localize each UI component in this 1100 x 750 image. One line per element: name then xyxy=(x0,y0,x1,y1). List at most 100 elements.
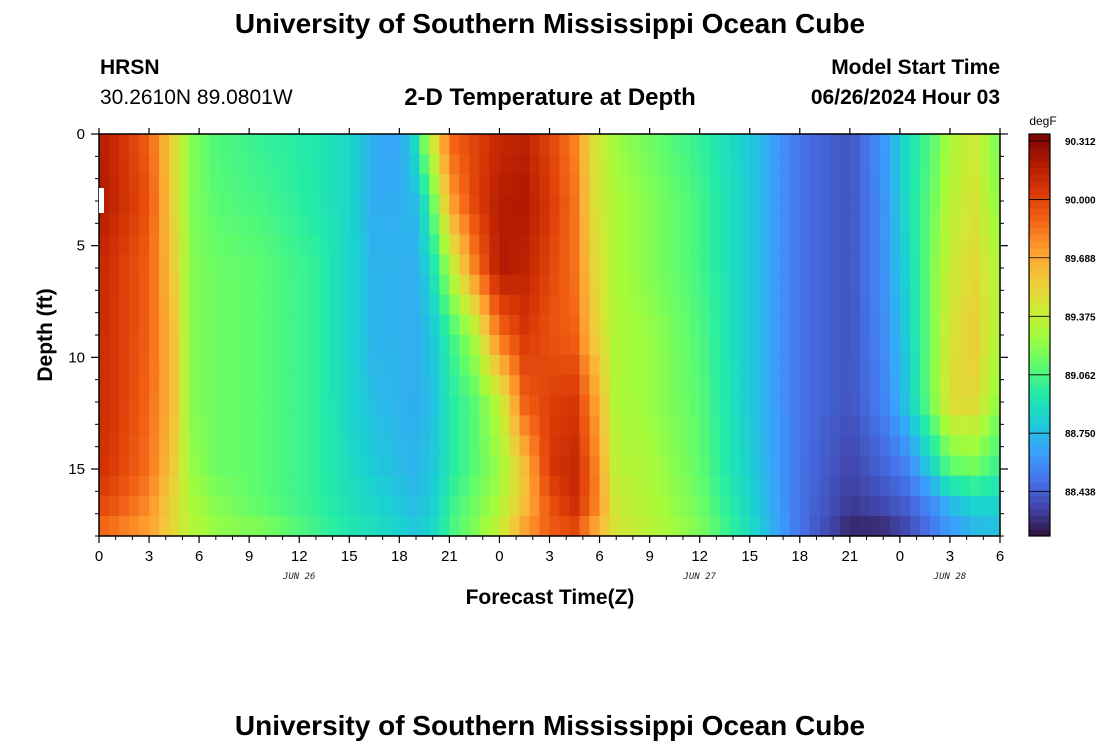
heatmap-cell xyxy=(729,234,741,256)
station-code: HRSN xyxy=(100,56,160,79)
heatmap-cell xyxy=(299,194,310,215)
heatmap-cell xyxy=(189,294,200,316)
heatmap-cell xyxy=(339,214,350,236)
heatmap-cell xyxy=(779,154,791,175)
heatmap-cell xyxy=(639,335,651,356)
heatmap-cell xyxy=(369,435,380,457)
heatmap-cell xyxy=(279,375,290,396)
heatmap-cell xyxy=(689,455,701,477)
heatmap-cell xyxy=(469,174,481,195)
heatmap-cell xyxy=(229,355,240,376)
heatmap-cell xyxy=(909,435,921,457)
heatmap-cell xyxy=(989,395,1000,416)
heatmap-cell xyxy=(289,214,300,236)
heatmap-cell xyxy=(329,234,340,256)
heatmap-cell xyxy=(419,254,430,276)
heatmap-cell xyxy=(219,475,230,497)
heatmap-cell xyxy=(869,314,881,336)
heatmap-cell xyxy=(629,335,641,356)
heatmap-cell xyxy=(479,214,491,236)
heatmap-cell xyxy=(149,214,160,236)
heatmap-cell xyxy=(679,194,691,215)
heatmap-cell xyxy=(419,294,430,316)
heatmap-cell xyxy=(559,254,571,276)
heatmap-cell xyxy=(439,214,450,236)
heatmap-cell xyxy=(319,435,330,457)
heatmap-cell xyxy=(759,254,771,276)
colorbar-segment xyxy=(1029,140,1050,148)
colorbar-segment xyxy=(1029,254,1050,262)
heatmap-cell xyxy=(379,375,390,396)
heatmap-cell xyxy=(109,515,120,536)
heatmap-cell xyxy=(219,355,230,376)
heatmap-cell xyxy=(619,515,631,536)
heatmap-cell xyxy=(469,314,481,336)
heatmap-cell xyxy=(779,234,791,256)
colorbar-segment xyxy=(1029,147,1050,155)
heatmap-cell xyxy=(529,515,541,536)
heatmap-cell xyxy=(129,415,140,437)
heatmap-cell xyxy=(529,375,541,396)
heatmap-cell xyxy=(219,455,230,477)
heatmap-cell xyxy=(869,495,881,517)
heatmap-cell xyxy=(389,475,400,497)
heatmap-cell xyxy=(219,375,230,396)
heatmap-cell xyxy=(379,415,390,437)
heatmap-cell xyxy=(319,134,330,155)
heatmap-cell xyxy=(509,214,521,236)
heatmap-cell xyxy=(839,415,851,437)
heatmap-cell xyxy=(339,314,350,336)
heatmap-cell xyxy=(899,455,911,477)
heatmap-cell xyxy=(559,355,571,376)
heatmap-cell xyxy=(589,395,601,416)
heatmap-cell xyxy=(489,254,501,276)
heatmap-cell xyxy=(829,214,841,236)
heatmap-cell xyxy=(939,415,951,437)
heatmap-cell xyxy=(489,375,501,396)
heatmap-cell xyxy=(349,495,360,517)
heatmap-cell xyxy=(169,314,180,336)
heatmap-cell xyxy=(589,515,601,536)
heatmap-cell xyxy=(269,234,280,256)
heatmap-cell xyxy=(759,134,771,155)
heatmap-cell xyxy=(759,214,771,236)
heatmap-cell xyxy=(939,395,951,416)
heatmap-cell xyxy=(699,475,711,497)
heatmap-cell xyxy=(819,335,831,356)
heatmap-cell xyxy=(129,435,140,457)
heatmap-cell xyxy=(939,355,951,376)
heatmap-cell xyxy=(599,495,611,517)
heatmap-cell xyxy=(769,415,781,437)
heatmap-cell xyxy=(689,254,701,276)
heatmap-cell xyxy=(479,455,491,477)
heatmap-cell xyxy=(499,395,511,416)
heatmap-cell xyxy=(209,455,220,477)
heatmap-cell xyxy=(139,154,150,175)
heatmap-cell xyxy=(459,154,471,175)
heatmap-cell xyxy=(359,375,370,396)
heatmap-cell xyxy=(389,435,400,457)
heatmap-cell xyxy=(189,455,200,477)
heatmap-cell xyxy=(309,174,320,195)
heatmap-cell xyxy=(429,274,440,296)
heatmap-cell xyxy=(969,194,981,215)
heatmap-cell xyxy=(609,435,621,457)
heatmap-cell xyxy=(459,395,471,416)
heatmap-cell xyxy=(689,395,701,416)
heatmap-cell xyxy=(679,234,691,256)
heatmap-cell xyxy=(369,314,380,336)
heatmap-cell xyxy=(839,435,851,457)
heatmap-cell xyxy=(709,415,721,437)
heatmap-cell xyxy=(769,214,781,236)
heatmap-cell xyxy=(449,174,460,195)
heatmap-cell xyxy=(639,355,651,376)
heatmap-cell xyxy=(249,314,260,336)
heatmap-cell xyxy=(259,375,270,396)
heatmap-cell xyxy=(469,294,481,316)
heatmap-cell xyxy=(799,314,811,336)
heatmap-cell xyxy=(369,294,380,316)
heatmap-cell xyxy=(829,254,841,276)
heatmap-cell xyxy=(839,475,851,497)
heatmap-cell xyxy=(279,495,290,517)
heatmap-cell xyxy=(319,395,330,416)
